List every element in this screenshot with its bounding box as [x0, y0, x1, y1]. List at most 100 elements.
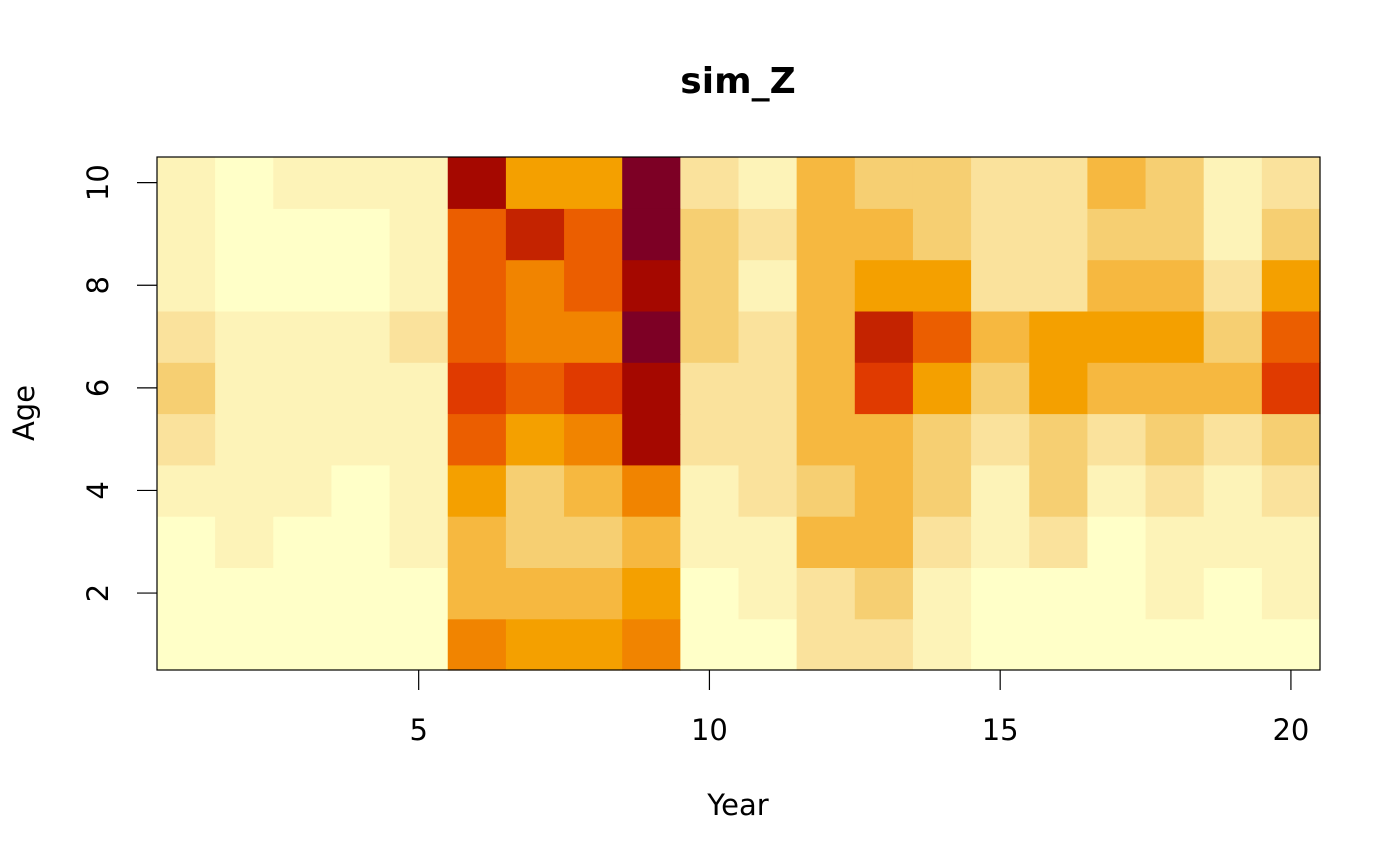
heatmap-cell-year-12-age-3: [796, 516, 856, 568]
heatmap-cell-year-1-age-10: [157, 157, 216, 209]
heatmap-cell-year-13-age-10: [854, 157, 914, 209]
heatmap-cell-year-5-age-9: [389, 208, 449, 261]
heatmap-cell-year-5-age-8: [389, 259, 449, 312]
heatmap-cell-year-17-age-1: [1087, 618, 1147, 671]
heatmap-cell-year-8-age-10: [564, 157, 623, 209]
heatmap-cell-year-6-age-3: [447, 516, 507, 568]
heatmap-cell-year-15-age-4: [971, 464, 1030, 517]
heatmap-cell-year-20-age-4: [1261, 464, 1321, 517]
heatmap-cell-year-15-age-1: [971, 618, 1030, 671]
heatmap-cell-year-10-age-2: [680, 567, 740, 620]
heatmap-cell-year-18-age-10: [1145, 157, 1205, 209]
x-axis: 5 10 15 20: [409, 670, 1309, 747]
heatmap-cell-year-10-age-6: [680, 362, 740, 415]
heatmap-cell-year-19-age-6: [1203, 362, 1263, 415]
chart-title: sim_Z: [680, 61, 795, 102]
heatmap-cell-year-14-age-8: [912, 259, 972, 312]
heatmap-cell-year-8-age-6: [564, 362, 623, 415]
y-axis-label: Age: [7, 385, 41, 441]
heatmap-cell-year-13-age-6: [854, 362, 914, 415]
heatmap-cell-year-19-age-7: [1203, 310, 1263, 363]
heatmap-cell-year-17-age-2: [1087, 567, 1147, 620]
heatmap-cell-year-2-age-2: [215, 567, 274, 620]
heatmap-cell-year-13-age-4: [854, 464, 914, 517]
heatmap-cell-year-1-age-8: [157, 259, 216, 312]
heatmap-cell-year-12-age-4: [796, 464, 856, 517]
heatmap-cell-year-9-age-6: [622, 362, 681, 415]
heatmap-cell-year-5-age-7: [389, 310, 449, 363]
heatmap-cell-year-17-age-8: [1087, 259, 1147, 312]
heatmap-cell-year-5-age-3: [389, 516, 449, 568]
heatmap-cell-year-10-age-4: [680, 464, 740, 517]
y-tick-label: 8: [81, 276, 115, 294]
heatmap-cell-year-11-age-10: [738, 157, 798, 209]
heatmap-cell-year-11-age-8: [738, 259, 798, 312]
heatmap-cell-year-12-age-2: [796, 567, 856, 620]
heatmap-cell-year-18-age-1: [1145, 618, 1205, 671]
heatmap-cell-year-19-age-3: [1203, 516, 1263, 568]
heatmap-cell-year-8-age-8: [564, 259, 623, 312]
heatmap-cell-year-3-age-4: [273, 464, 333, 517]
heatmap-cell-year-1-age-6: [157, 362, 216, 415]
heatmap-cell-year-20-age-1: [1261, 618, 1321, 671]
heatmap-cell-year-5-age-4: [389, 464, 449, 517]
heatmap-cell-year-14-age-1: [912, 618, 972, 671]
heatmap-cell-year-20-age-6: [1261, 362, 1321, 415]
heatmap-cell-year-2-age-4: [215, 464, 274, 517]
heatmap-cell-year-7-age-2: [505, 567, 565, 620]
heatmap-cell-year-11-age-1: [738, 618, 798, 671]
heatmap-cell-year-4-age-2: [331, 567, 391, 620]
heatmap-cell-year-1-age-2: [157, 567, 216, 620]
heatmap-cell-year-4-age-10: [331, 157, 391, 209]
heatmap-cell-year-18-age-6: [1145, 362, 1205, 415]
heatmap-cell-year-20-age-10: [1261, 157, 1321, 209]
heatmap-cell-year-16-age-1: [1029, 618, 1088, 671]
heatmap-cell-year-2-age-8: [215, 259, 274, 312]
heatmap-cell-year-2-age-10: [215, 157, 274, 209]
heatmap-cell-year-19-age-4: [1203, 464, 1263, 517]
heatmap-cell-year-15-age-9: [971, 208, 1030, 261]
heatmap-cell-year-12-age-10: [796, 157, 856, 209]
heatmap-cell-year-14-age-7: [912, 310, 972, 363]
heatmap-cell-year-17-age-6: [1087, 362, 1147, 415]
heatmap-cell-year-2-age-3: [215, 516, 274, 568]
heatmap-cells: [157, 157, 1321, 671]
heatmap-cell-year-13-age-9: [854, 208, 914, 261]
x-tick-label: 5: [409, 713, 427, 747]
plot-frame: [156, 156, 1321, 671]
heatmap-cell-year-19-age-10: [1203, 157, 1263, 209]
heatmap-cell-year-5-age-6: [389, 362, 449, 415]
heatmap-cell-year-4-age-8: [331, 259, 391, 312]
heatmap-cell-year-18-age-7: [1145, 310, 1205, 363]
heatmap-cell-year-14-age-10: [912, 157, 972, 209]
heatmap-cell-year-5-age-5: [389, 413, 449, 466]
heatmap-cell-year-18-age-5: [1145, 413, 1205, 466]
y-tick-label: 2: [81, 584, 115, 602]
heatmap-cell-year-13-age-1: [854, 618, 914, 671]
heatmap-cell-year-5-age-2: [389, 567, 449, 620]
heatmap-cell-year-6-age-4: [447, 464, 507, 517]
heatmap-cell-year-13-age-7: [854, 310, 914, 363]
heatmap-cell-year-14-age-6: [912, 362, 972, 415]
x-tick-label: 20: [1272, 713, 1309, 747]
heatmap-cell-year-5-age-1: [389, 618, 449, 671]
heatmap-cell-year-3-age-7: [273, 310, 333, 363]
heatmap-cell-year-15-age-10: [971, 157, 1030, 209]
heatmap-cell-year-19-age-8: [1203, 259, 1263, 312]
heatmap-cell-year-3-age-3: [273, 516, 333, 568]
heatmap-cell-year-4-age-7: [331, 310, 391, 363]
heatmap-cell-year-3-age-2: [273, 567, 333, 620]
heatmap-cell-year-3-age-9: [273, 208, 333, 261]
heatmap-cell-year-5-age-10: [389, 157, 449, 209]
heatmap-cell-year-17-age-10: [1087, 157, 1147, 209]
heatmap-cell-year-6-age-9: [447, 208, 507, 261]
heatmap-cell-year-20-age-2: [1261, 567, 1321, 620]
heatmap-cell-year-4-age-1: [331, 618, 391, 671]
heatmap-cell-year-7-age-9: [505, 208, 565, 261]
heatmap-cell-year-10-age-1: [680, 618, 740, 671]
x-axis-label: Year: [706, 788, 768, 822]
heatmap-cell-year-19-age-9: [1203, 208, 1263, 261]
heatmap-cell-year-1-age-5: [157, 413, 216, 466]
heatmap-cell-year-8-age-9: [564, 208, 623, 261]
heatmap-cell-year-17-age-5: [1087, 413, 1147, 466]
